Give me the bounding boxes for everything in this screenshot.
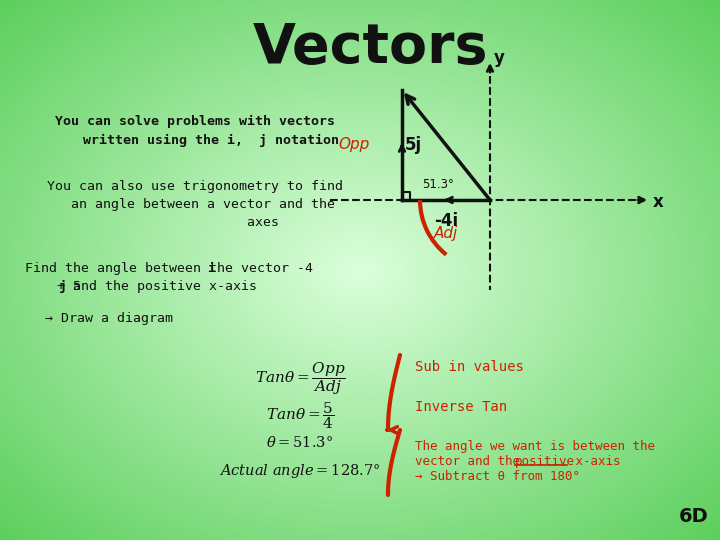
Text: x: x [653,193,664,211]
Text: Find the angle between the vector -4: Find the angle between the vector -4 [25,262,313,275]
Text: You can solve problems with vectors
    written using the i,  j notation: You can solve problems with vectors writ… [51,115,339,147]
Text: and the positive x-axis: and the positive x-axis [65,280,257,293]
Text: Adj: Adj [434,226,458,241]
Text: 6D: 6D [678,507,708,526]
Text: Opp: Opp [338,138,370,152]
Text: y: y [494,49,505,67]
Text: x-axis: x-axis [568,455,621,468]
Text: Vectors: Vectors [252,21,487,75]
Text: j: j [58,280,66,293]
Text: Inverse Tan: Inverse Tan [415,400,507,414]
Text: i: i [207,262,215,275]
Text: → Subtract θ from 180°: → Subtract θ from 180° [415,470,580,483]
Text: 51.3°: 51.3° [422,178,454,191]
Text: vector and the: vector and the [415,455,528,468]
Text: $\theta = 51.3°$: $\theta = 51.3°$ [266,435,333,450]
Text: + 5: + 5 [25,280,81,293]
Text: 5j: 5j [405,136,422,154]
Text: $Actual\ angle = 128.7°$: $Actual\ angle = 128.7°$ [219,462,381,480]
Text: $Tan\theta = \dfrac{Opp}{Adj}$: $Tan\theta = \dfrac{Opp}{Adj}$ [255,360,346,397]
Text: The angle we want is between the: The angle we want is between the [415,440,655,453]
Text: positive: positive [515,455,575,468]
Text: $Tan\theta = \dfrac{5}{4}$: $Tan\theta = \dfrac{5}{4}$ [266,400,334,431]
Text: -4i: -4i [434,212,458,230]
Text: → Draw a diagram: → Draw a diagram [45,312,173,325]
Text: You can also use trigonometry to find
  an angle between a vector and the
      : You can also use trigonometry to find an… [47,180,343,229]
Text: Sub in values: Sub in values [415,360,524,374]
